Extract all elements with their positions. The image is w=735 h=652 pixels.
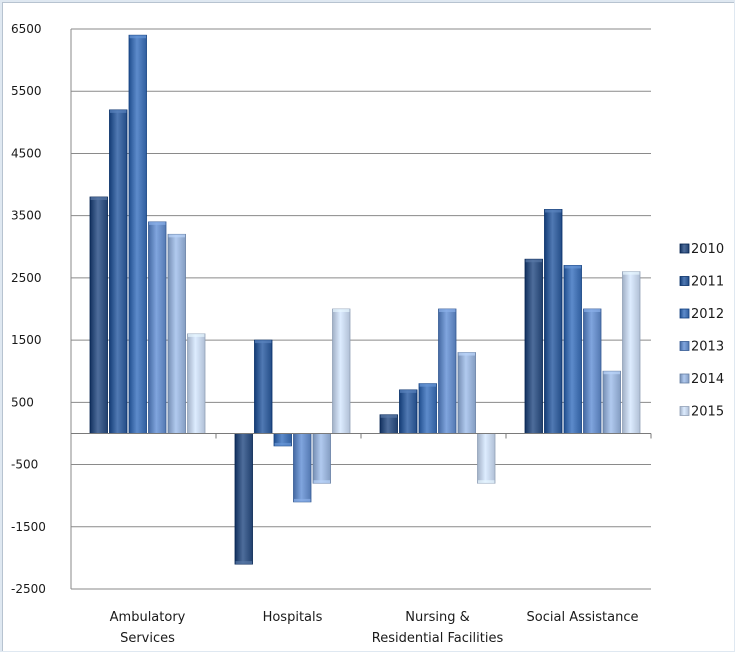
bar-cap: [525, 259, 542, 263]
bar: [234, 433, 253, 565]
bar-cap: [90, 197, 107, 200]
bar-cap: [274, 442, 291, 446]
bar: [312, 433, 331, 484]
bar: [293, 433, 312, 503]
y-tick-label: 3500: [11, 209, 42, 223]
bar-cap: [380, 414, 397, 418]
bar: [477, 433, 496, 484]
legend-label: 2011: [691, 275, 724, 290]
bar: [583, 308, 602, 434]
bar-cap: [129, 35, 146, 39]
legend-swatch: [679, 406, 690, 416]
y-tick-label: 1500: [11, 333, 42, 347]
bar-cap: [603, 371, 620, 375]
bar-cap: [419, 383, 436, 387]
bar-cap: [235, 561, 252, 565]
bar-cap: [313, 480, 330, 484]
y-tick-label: 4500: [11, 146, 42, 160]
bar-chart: 6500 5500 4500 3500 2500 1500 500 -500 -1500 -250…: [11, 22, 724, 646]
bar: [602, 370, 621, 434]
legend-swatch: [679, 373, 690, 384]
bar-cap: [584, 309, 601, 312]
legend-label: 2012: [691, 307, 724, 322]
bars: [89, 34, 641, 565]
y-tick-label: -500: [11, 458, 38, 472]
legend-label: 2015: [691, 405, 724, 420]
y-tick-label: 500: [11, 395, 34, 409]
bar: [109, 109, 128, 434]
bar-cap: [545, 209, 562, 213]
x-category-label: Ambulatory: [110, 610, 186, 625]
bar-cap: [188, 333, 205, 337]
y-tick-label: 5500: [11, 84, 42, 98]
bar: [187, 333, 206, 434]
x-category-label: Services: [120, 631, 175, 646]
legend-swatch: [679, 308, 690, 319]
y-tick-label: -2500: [11, 582, 46, 596]
bar-cap: [478, 480, 495, 484]
legend-swatch: [679, 276, 690, 286]
bar: [332, 308, 351, 434]
bar: [399, 389, 418, 434]
legend-label: 2013: [691, 340, 724, 355]
axes: 6500 5500 4500 3500 2500 1500 500 -500 -1500 -250…: [11, 22, 652, 646]
legend-swatch: [679, 341, 690, 351]
x-category-label: Residential Facilities: [372, 631, 504, 646]
bar: [128, 34, 147, 434]
y-tick-label: -1500: [11, 520, 46, 534]
bar: [524, 258, 543, 434]
bar: [622, 271, 641, 434]
bar-cap: [400, 389, 417, 393]
bar-cap: [564, 265, 581, 269]
bar: [89, 196, 108, 434]
bar-cap: [149, 221, 166, 225]
bar-cap: [110, 109, 127, 113]
bar: [563, 265, 582, 434]
bar: [254, 339, 273, 434]
bar-cap: [255, 340, 272, 344]
bar-cap: [623, 271, 640, 275]
bar: [167, 233, 186, 434]
bar-cap: [168, 234, 185, 238]
y-tick-label: 2500: [11, 271, 42, 285]
x-category-label: Social Assistance: [527, 610, 639, 625]
bar-cap: [333, 309, 350, 312]
bar: [457, 352, 476, 434]
x-category-label: Hospitals: [263, 610, 323, 625]
legend-label: 2010: [691, 242, 724, 257]
legend-swatch: [679, 243, 690, 254]
bar-cap: [458, 352, 475, 356]
legend: 2010 2011 2012 2013 2014 2015: [679, 242, 724, 420]
bar: [438, 308, 457, 434]
bar: [544, 209, 563, 434]
y-tick-label: 6500: [11, 22, 42, 36]
bar-cap: [294, 498, 311, 502]
bar: [418, 383, 437, 434]
bar-cap: [439, 309, 456, 312]
legend-label: 2014: [691, 372, 724, 387]
x-category-label: Nursing &: [405, 610, 469, 625]
bar: [148, 221, 167, 434]
